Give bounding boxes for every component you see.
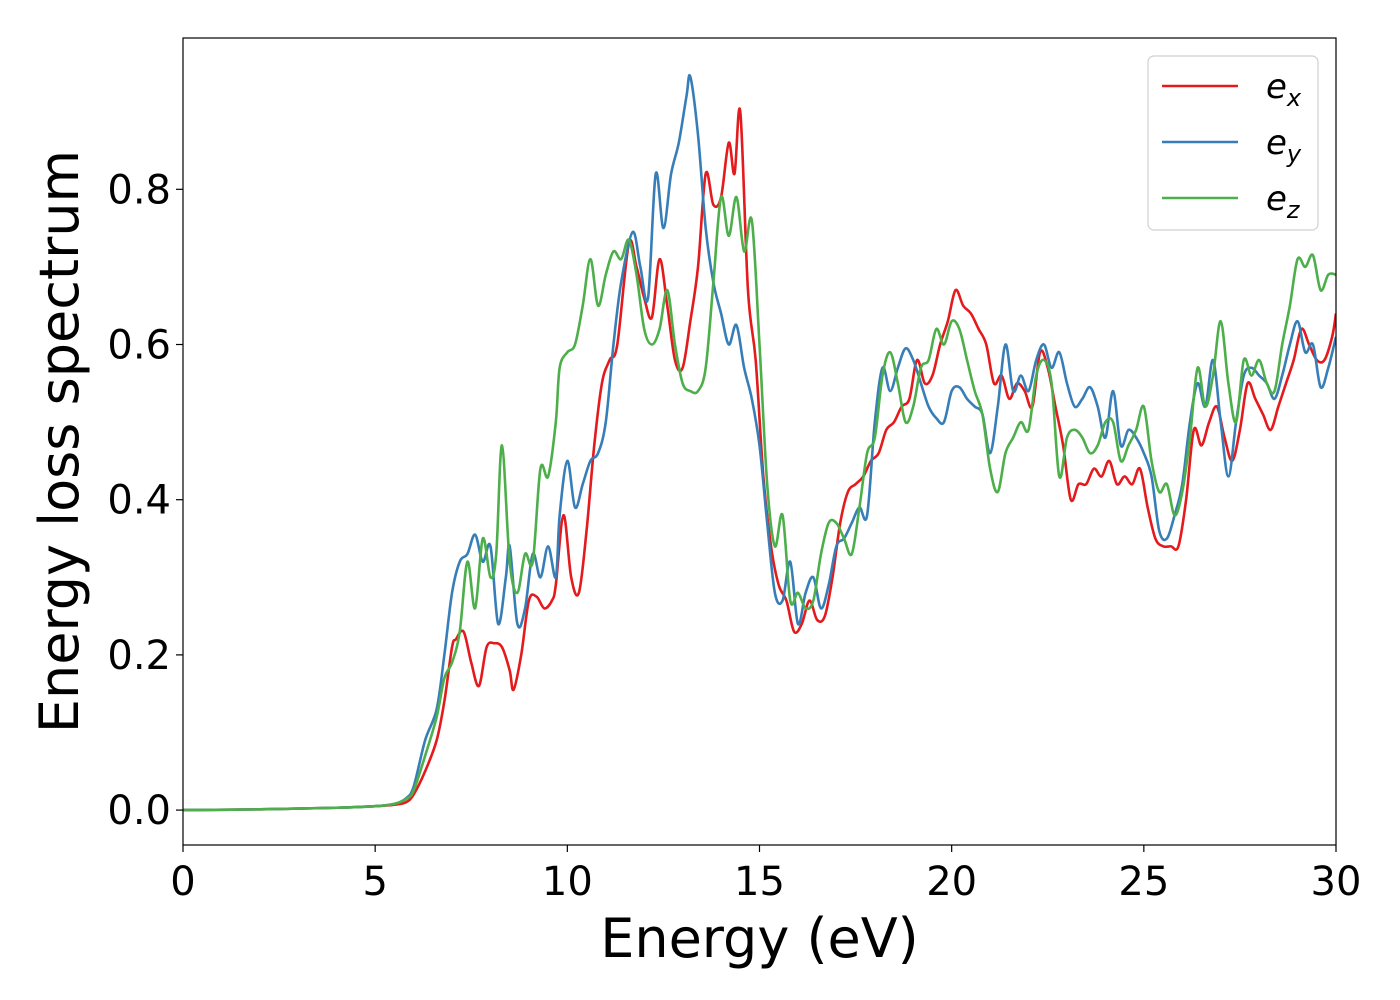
y-tick-label: 0.8 xyxy=(107,167,171,213)
y-axis: 0.0 0.2 0.4 0.6 0.8 xyxy=(107,167,183,834)
y-tick-label: 0.4 xyxy=(107,478,171,524)
x-tick-label: 0 xyxy=(170,859,195,905)
x-tick-label: 10 xyxy=(542,859,593,905)
y-tick-label: 0.2 xyxy=(107,633,171,679)
series-layer xyxy=(183,74,1336,812)
series-line-ex xyxy=(183,107,1336,812)
y-tick-label: 0.0 xyxy=(107,788,171,834)
x-tick-label: 15 xyxy=(734,859,785,905)
x-axis-label: Energy (eV) xyxy=(600,907,919,970)
x-tick-label: 5 xyxy=(362,859,387,905)
x-axis: 0 5 10 15 20 25 30 xyxy=(170,845,1361,905)
x-tick-label: 20 xyxy=(926,859,977,905)
x-tick-label: 25 xyxy=(1118,859,1169,905)
y-axis-label: Energy loss spectrum xyxy=(28,150,91,733)
series-line-ez xyxy=(183,195,1336,812)
y-tick-label: 0.6 xyxy=(107,323,171,369)
x-tick-label: 30 xyxy=(1311,859,1362,905)
